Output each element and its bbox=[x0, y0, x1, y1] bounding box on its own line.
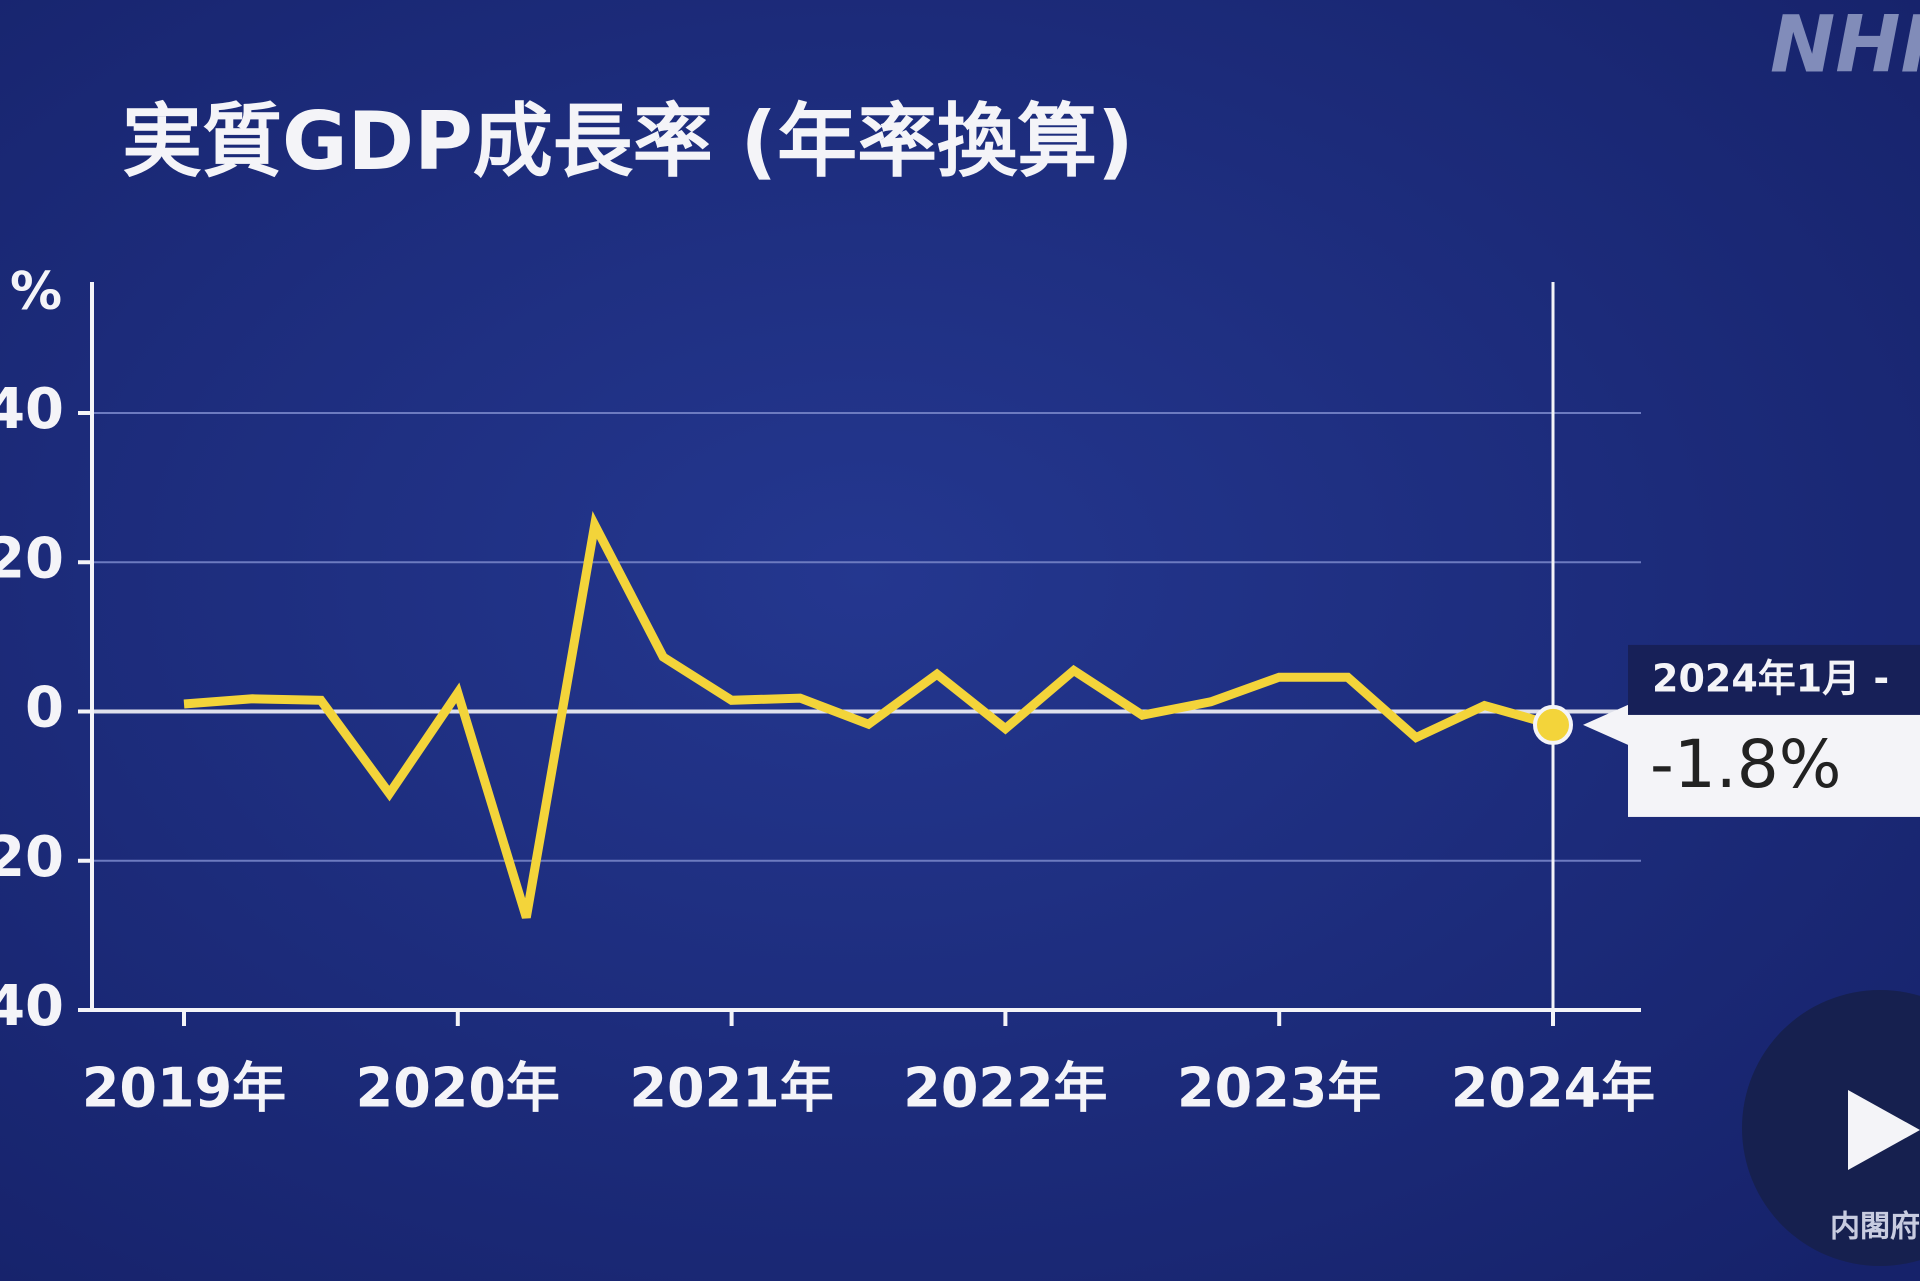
y-tick-label: 20 bbox=[0, 526, 64, 591]
tooltip-header bbox=[1628, 644, 1920, 715]
y-unit: % bbox=[10, 262, 62, 322]
x-tick-label: 2023年 bbox=[1177, 1057, 1381, 1120]
tooltip-body bbox=[1628, 714, 1920, 817]
chart-title: 実質GDP成長率 (年率換算) bbox=[122, 95, 1134, 188]
y-tick-label: -40 bbox=[0, 974, 64, 1039]
play-button[interactable] bbox=[1742, 990, 1920, 1266]
x-tick-label: 2019年 bbox=[82, 1057, 286, 1120]
y-tick-label: 40 bbox=[0, 377, 64, 442]
x-tick-label: 2020年 bbox=[356, 1057, 560, 1120]
x-tick-label: 2024年 bbox=[1451, 1057, 1655, 1120]
tooltip-arrow bbox=[1583, 704, 1628, 745]
source: 内閣府 bbox=[1830, 1210, 1920, 1245]
data-line bbox=[183, 510, 1555, 919]
x-tick-label: 2021年 bbox=[629, 1057, 833, 1120]
data-point bbox=[1533, 704, 1573, 745]
play-icon bbox=[1848, 1090, 1920, 1170]
y-tick-label: -20 bbox=[0, 825, 64, 890]
tooltip-title: 2024年1月 - bbox=[1652, 656, 1889, 700]
x-tick-label: 2022年 bbox=[903, 1057, 1107, 1120]
logo: NHK bbox=[1770, 0, 1920, 90]
value-label: -1.8% bbox=[1650, 726, 1842, 803]
y-tick-label: 0 bbox=[25, 676, 64, 741]
